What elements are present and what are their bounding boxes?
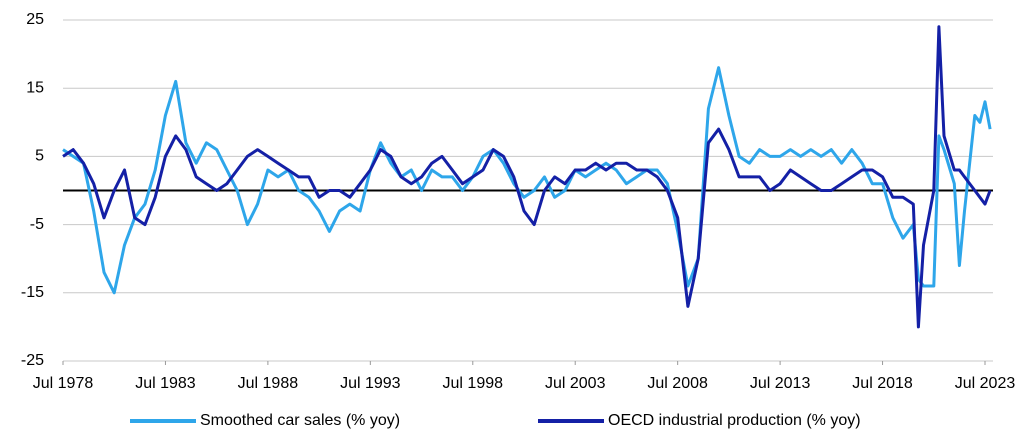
x-tick-label: Jul 2013 <box>750 375 811 392</box>
y-tick-label: 15 <box>26 79 44 96</box>
x-tick-label: Jul 1983 <box>135 375 196 392</box>
x-tick-label: Jul 2023 <box>955 375 1016 392</box>
series-line <box>62 66 992 295</box>
y-tick-label: -25 <box>21 352 44 369</box>
x-tick-label: Jul 2008 <box>647 375 708 392</box>
y-tick-label: -15 <box>21 284 44 301</box>
y-tick-label: -5 <box>30 216 44 233</box>
x-tick-label: Jul 1978 <box>33 375 94 392</box>
x-tick-label: Jul 2018 <box>852 375 913 392</box>
x-tick-label: Jul 1993 <box>340 375 401 392</box>
legend-label: OECD industrial production (% yoy) <box>608 412 861 429</box>
y-tick-label: 5 <box>35 148 44 165</box>
legend-label: Smoothed car sales (% yoy) <box>200 412 400 429</box>
x-tick-label: Jul 2003 <box>545 375 606 392</box>
series-line <box>62 25 992 329</box>
x-tick-label: Jul 1998 <box>443 375 504 392</box>
y-tick-label: 25 <box>26 11 44 28</box>
x-tick-label: Jul 1988 <box>238 375 299 392</box>
